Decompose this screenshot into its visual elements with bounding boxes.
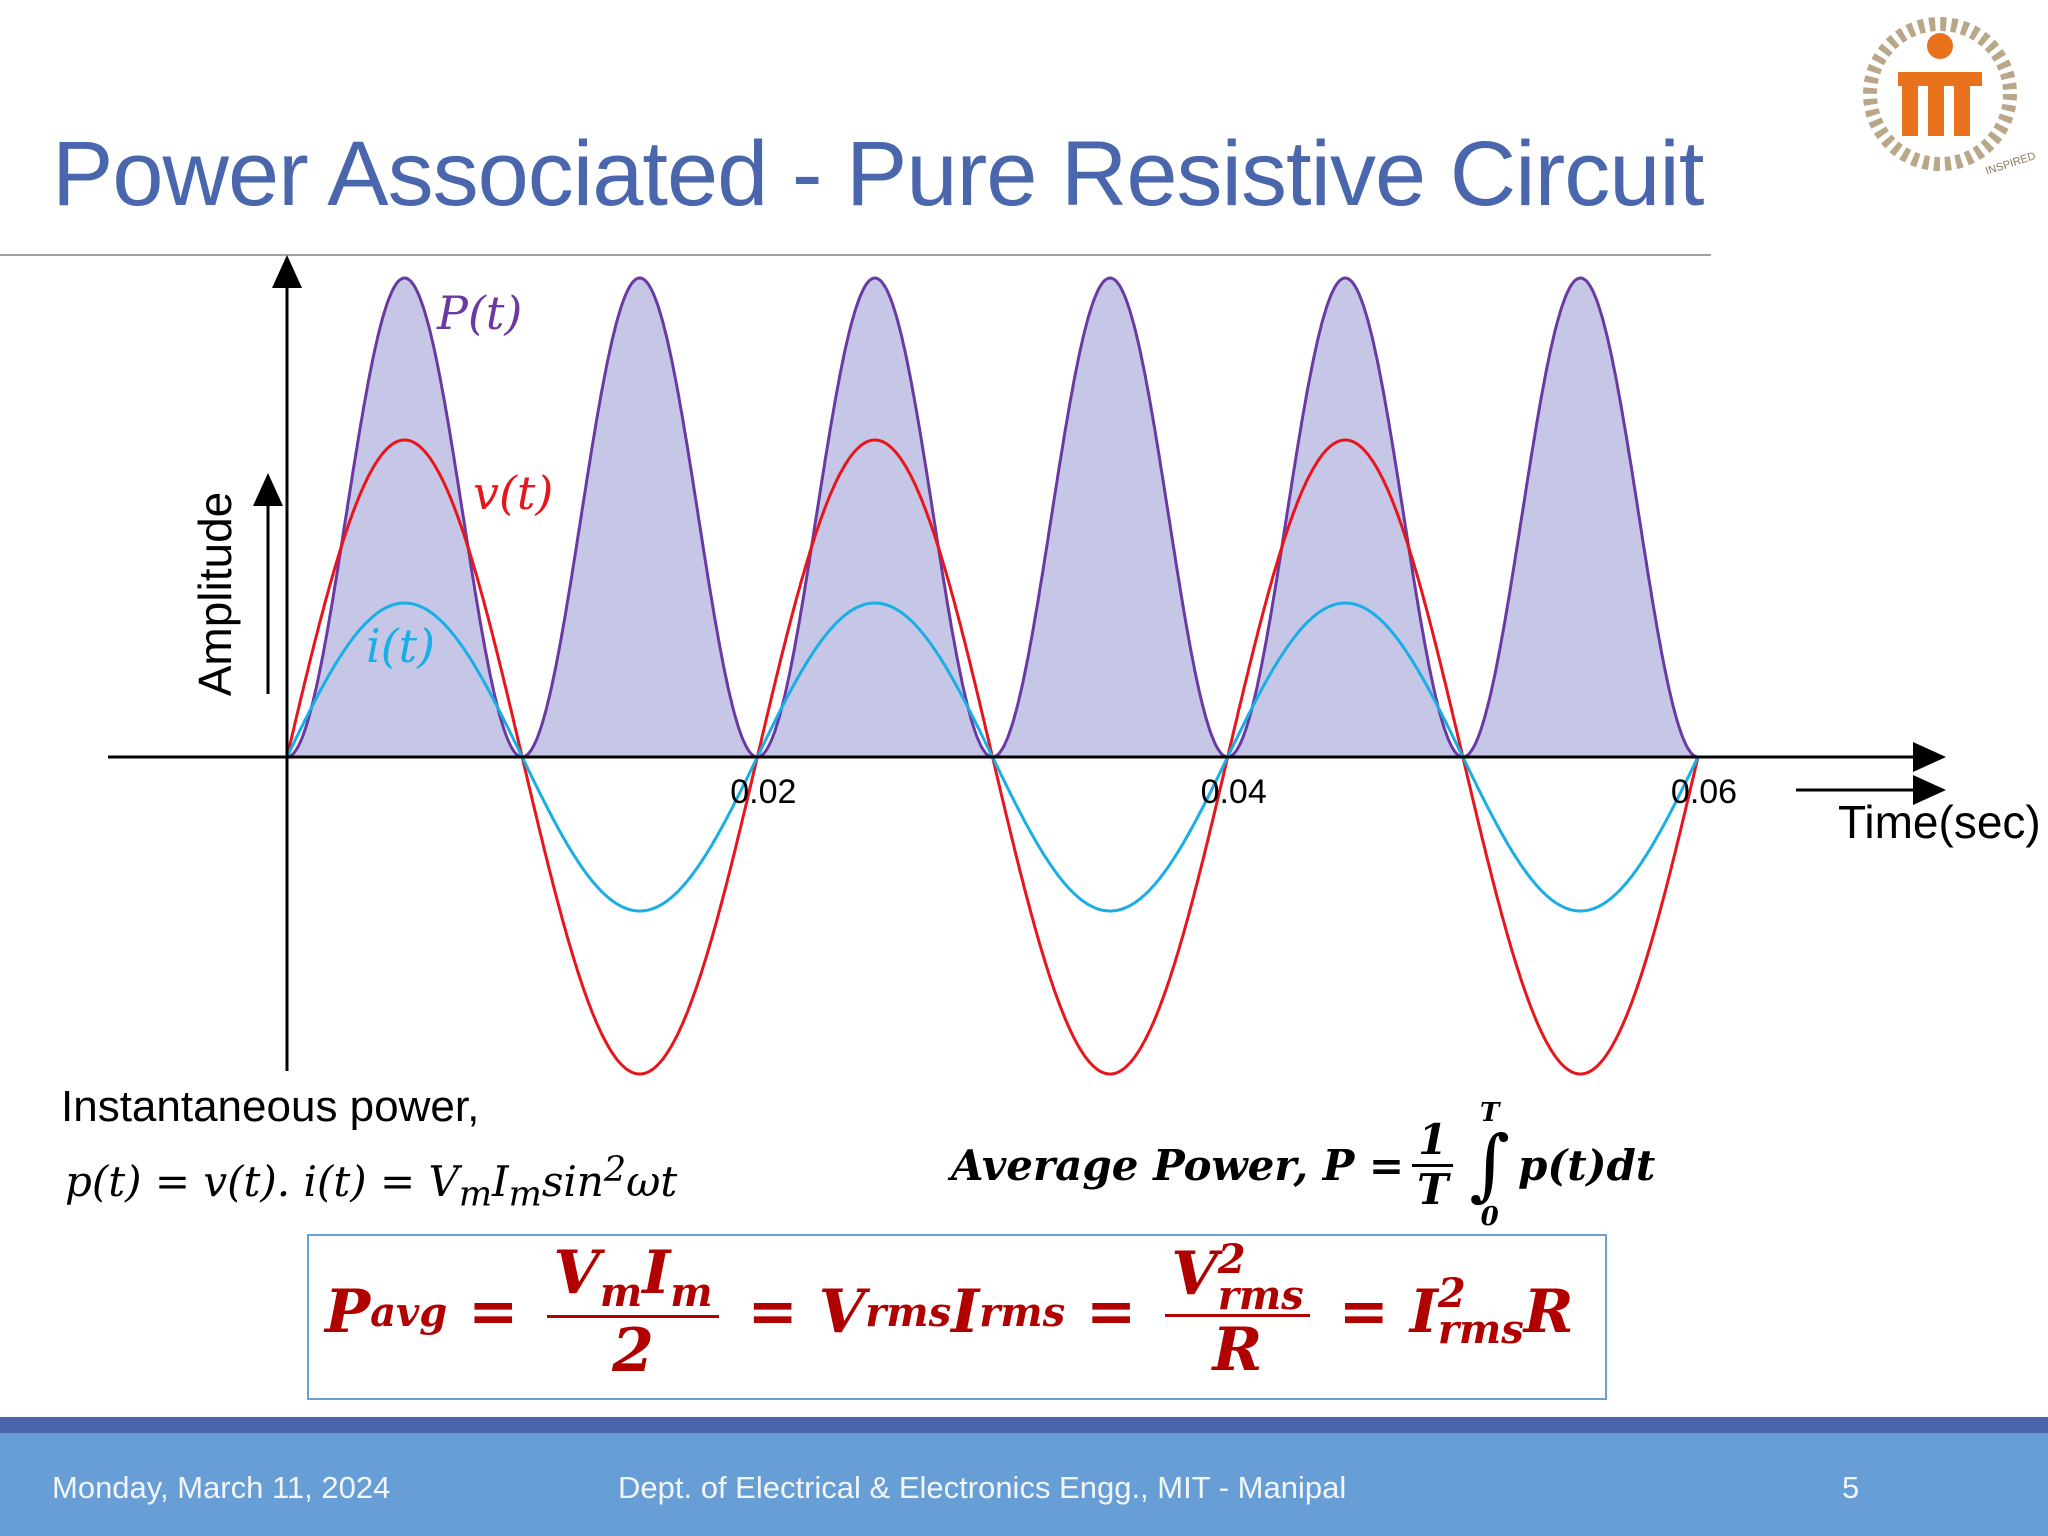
formula-part: P xyxy=(325,1277,371,1347)
formula-sup: 2 xyxy=(1437,1270,1466,1317)
formula-part: = I xyxy=(1317,1277,1438,1347)
formula-part: sin xyxy=(541,1157,604,1206)
slide-title: Power Associated - Pure Resistive Circui… xyxy=(52,123,1704,225)
x-tick-label: 0.04 xyxy=(1201,773,1267,811)
formula-part: V xyxy=(553,1238,600,1308)
footer-page: 5 xyxy=(1842,1470,1860,1505)
formula-part: I xyxy=(951,1277,980,1347)
formula-sub: avg xyxy=(370,1288,448,1336)
chart: Amplitude Time(sec) 0.02 0.04 0.06 P(t) v(t)… xyxy=(0,254,2041,1076)
inst-power-formula: p(t) = v(t). i(t) = VmImsin2ωt xyxy=(65,1150,677,1214)
integral-upper: T xyxy=(1480,1098,1500,1128)
logo-mark xyxy=(1898,72,1982,136)
footer-stripe xyxy=(0,1417,2048,1433)
series-label: i(t) xyxy=(366,619,435,673)
formula-sub: m xyxy=(458,1174,493,1215)
formula-part: p(t) = v(t). i(t) = V xyxy=(65,1157,459,1206)
logo-wreath xyxy=(1863,17,2017,171)
formula-sub: m xyxy=(508,1174,542,1215)
integral-sign: ∫ xyxy=(1469,1120,1510,1210)
power-area xyxy=(287,278,1698,757)
formula-part: R xyxy=(1523,1277,1574,1347)
formula-sub: rms xyxy=(865,1288,952,1336)
formula-part: I xyxy=(492,1157,509,1206)
formula-part: V xyxy=(1171,1238,1218,1309)
formula-part: p(t)dt xyxy=(1518,1140,1656,1190)
series-label: v(t) xyxy=(473,466,553,520)
fraction-denominator: 2 xyxy=(612,1316,654,1386)
formula-sub: m xyxy=(599,1269,643,1316)
x-tick-label: 0.02 xyxy=(730,773,796,811)
formula-sub: rms xyxy=(1217,1272,1304,1320)
formula-sub: rms xyxy=(979,1288,1066,1336)
x-axis-label: Time(sec) xyxy=(1838,796,2041,848)
formula-sup: 2 xyxy=(603,1150,627,1190)
footer-department: Dept. of Electrical & Electronics Engg.,… xyxy=(618,1470,1347,1505)
formula-part: = xyxy=(1065,1277,1158,1347)
fraction-numerator: 1 xyxy=(1412,1117,1454,1167)
footer xyxy=(0,1433,2048,1536)
x-tick-label: 0.06 xyxy=(1671,773,1737,811)
formula-sub: rms xyxy=(1437,1306,1524,1353)
formula-part: Average Power, P = xyxy=(951,1140,1405,1190)
formula-part: I xyxy=(642,1238,671,1308)
formula-part: = xyxy=(447,1277,540,1347)
result-box xyxy=(307,1234,1607,1400)
y-axis-label: Amplitude xyxy=(189,492,241,697)
logo-head xyxy=(1927,33,1953,59)
fraction-denominator: R xyxy=(1212,1315,1263,1386)
integral-lower: 0 xyxy=(1480,1202,1499,1232)
formula-sub: m xyxy=(670,1269,713,1316)
fraction-denominator: T xyxy=(1417,1164,1449,1214)
logo: INSPIRED BY LIFE xyxy=(1863,17,2038,178)
series-label: P(t) xyxy=(436,286,522,340)
footer-date: Monday, March 11, 2024 xyxy=(52,1470,391,1505)
formula-sup: 2 xyxy=(1217,1236,1246,1284)
inst-power-label: Instantaneous power, xyxy=(61,1082,480,1131)
formula-part: ωt xyxy=(626,1157,678,1206)
formula-part: = V xyxy=(726,1277,866,1347)
